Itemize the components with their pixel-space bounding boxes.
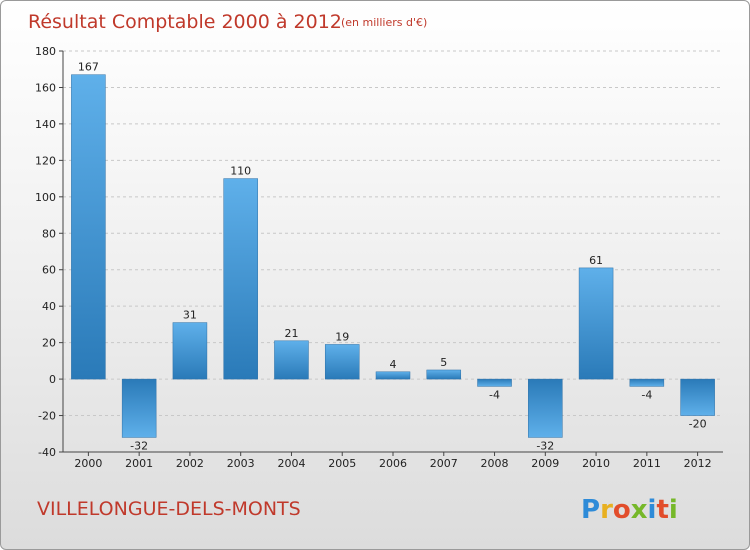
y-tick-label: 80: [42, 227, 56, 240]
data-label-2005: 19: [335, 330, 349, 343]
logo-letter: x: [631, 495, 648, 525]
x-tick-label: 2000: [74, 457, 102, 470]
data-label-2001: -32: [130, 439, 148, 452]
y-tick-label: 40: [42, 300, 56, 313]
axis-layer: -40 -20 0 20 40 60 80 100 120 140 160 180 2000 2001 20…: [35, 45, 723, 470]
x-tick-label: 2005: [328, 457, 356, 470]
bar-2007: [426, 369, 462, 380]
y-tick-label: 20: [42, 337, 56, 350]
bar-2006: [375, 371, 411, 380]
bar-2004: [274, 340, 309, 380]
data-label-2012: -20: [689, 418, 707, 431]
x-tick-label: 2008: [481, 457, 509, 470]
data-label-2004: 21: [284, 327, 298, 340]
bar-2003: [223, 178, 258, 380]
x-tick-label: 2004: [277, 457, 305, 470]
logo-letter: t: [656, 495, 668, 525]
x-tick-label: 2006: [379, 457, 407, 470]
x-tick-label: 2010: [582, 457, 610, 470]
x-tick-label: 2003: [227, 457, 255, 470]
data-label-2011: -4: [641, 388, 652, 401]
y-tick-label: 60: [42, 264, 56, 277]
x-tick-label: 2011: [633, 457, 661, 470]
bars-layer: 167 -32 31 110 21 19 4 5 -4 -32 61 -4 -20: [71, 61, 715, 452]
data-label-2009: -32: [536, 439, 554, 452]
bar-2012: [680, 378, 715, 416]
data-label-2006: 4: [390, 358, 397, 371]
bar-2008: [477, 378, 512, 387]
data-label-2008: -4: [489, 388, 500, 401]
y-tick-label: -20: [38, 410, 56, 423]
y-tick-label: 180: [35, 45, 56, 58]
logo-letter: r: [600, 495, 613, 525]
x-tick-label: 2001: [125, 457, 153, 470]
data-label-2007: 5: [440, 356, 447, 369]
chart-title: Résultat Comptable 2000 à 2012: [28, 11, 342, 33]
x-tick-label: 2009: [531, 457, 559, 470]
bar-2000: [71, 74, 106, 380]
proxiti-logo: Proxiti: [581, 495, 678, 525]
y-tick-label: 160: [35, 81, 56, 94]
bar-2011: [629, 378, 665, 387]
x-tick-label: 2012: [684, 457, 712, 470]
commune-name: VILLELONGUE-DELS-MONTS: [37, 498, 301, 520]
x-tick-label: 2007: [430, 457, 458, 470]
bar-2010: [578, 267, 614, 380]
bar-2001: [121, 378, 157, 438]
y-tick-label: 120: [35, 154, 56, 167]
bar-2009: [528, 378, 563, 438]
y-tick-label: 100: [35, 191, 56, 204]
chart-subtitle: (en milliers d'€): [341, 16, 427, 29]
logo-letter: P: [581, 495, 600, 525]
bar-2002: [172, 322, 208, 380]
data-label-2003: 110: [230, 165, 251, 178]
data-label-2000: 167: [78, 61, 99, 74]
x-tick-label: 2002: [176, 457, 204, 470]
data-label-2010: 61: [589, 254, 603, 267]
logo-letter: i: [669, 495, 678, 525]
logo-letter: o: [613, 495, 631, 525]
y-tick-label: 140: [35, 118, 56, 131]
logo-letter: i: [648, 495, 657, 525]
y-tick-label: 0: [49, 373, 56, 386]
y-tick-label: -40: [38, 446, 56, 459]
data-label-2002: 31: [183, 309, 197, 322]
bar-2005: [324, 344, 360, 380]
